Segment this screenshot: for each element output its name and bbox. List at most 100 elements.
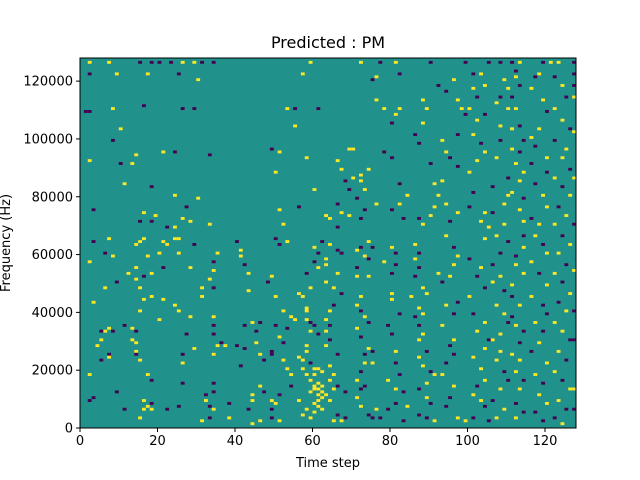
heatmap-cell — [545, 170, 549, 174]
heatmap-cell — [138, 219, 143, 223]
heatmap-cell — [312, 245, 317, 249]
heatmap-cell — [533, 75, 538, 79]
heatmap-cell — [552, 271, 557, 275]
heatmap-cell — [359, 179, 363, 183]
heatmap-cell — [533, 182, 538, 186]
heatmap-cell — [207, 416, 212, 420]
heatmap-cell — [502, 407, 507, 411]
heatmap-cell — [149, 295, 154, 298]
heatmap-cell — [572, 130, 577, 134]
heatmap-cell — [138, 358, 143, 362]
y-tick-label: 120000 — [23, 75, 73, 90]
heatmap-cell — [393, 387, 398, 391]
heatmap-cell — [475, 95, 480, 99]
heatmap-cell — [134, 277, 139, 281]
heatmap-cell — [114, 390, 119, 394]
heatmap-cell — [312, 410, 317, 414]
heatmap-cell — [463, 60, 468, 64]
heatmap-cell — [436, 193, 441, 197]
heatmap-cell — [370, 78, 375, 82]
heatmap-cell — [312, 260, 317, 264]
heatmap-cell — [455, 211, 460, 215]
heatmap-cell — [463, 419, 468, 423]
heatmap-cell — [455, 416, 460, 420]
heatmap-cell — [572, 222, 577, 226]
heatmap-cell — [560, 84, 565, 87]
heatmap-cell — [390, 245, 394, 249]
heatmap-cell — [455, 300, 460, 304]
heatmap-cell — [401, 216, 406, 220]
heatmap-cell — [455, 164, 460, 168]
heatmap-cell — [134, 341, 139, 345]
x-tick-label: 60 — [304, 434, 321, 449]
heatmap-cell — [397, 182, 402, 186]
heatmap-cell — [564, 407, 569, 411]
heatmap-cell — [258, 384, 263, 388]
heatmap-cell — [374, 75, 379, 79]
heatmap-cell — [246, 271, 251, 275]
heatmap-cell — [552, 370, 557, 374]
heatmap-cell — [343, 179, 348, 183]
heatmap-cell — [405, 404, 410, 408]
heatmap-cell — [444, 303, 449, 307]
heatmap-cell — [242, 263, 247, 267]
heatmap-cell — [541, 60, 546, 64]
heatmap-cell — [490, 399, 495, 402]
heatmap-cell — [339, 419, 344, 423]
heatmap-cell — [161, 297, 166, 301]
heatmap-cell — [347, 188, 352, 191]
heatmap-cell — [490, 280, 495, 284]
heatmap-cell — [560, 185, 565, 189]
heatmap-cell — [308, 286, 313, 290]
heatmap-cell — [479, 72, 484, 76]
heatmap-cell — [149, 407, 154, 411]
heatmap-cell — [475, 274, 480, 278]
heatmap-cell — [328, 243, 332, 246]
heatmap-cell — [506, 107, 511, 111]
heatmap-cell — [277, 393, 282, 397]
heatmap-cell — [436, 271, 441, 275]
heatmap-cell — [138, 286, 143, 290]
heatmap-cell — [510, 60, 515, 64]
heatmap-cell — [517, 60, 522, 64]
heatmap-cell — [421, 312, 425, 316]
heatmap-cell — [297, 355, 301, 359]
heatmap-cell — [87, 373, 92, 376]
heatmap-cell — [285, 367, 290, 371]
heatmap-cell — [196, 78, 201, 82]
heatmap-cell — [393, 112, 398, 116]
heatmap-cell — [494, 416, 499, 420]
heatmap-cell — [401, 390, 406, 394]
heatmap-cell — [366, 167, 371, 171]
heatmap-cell — [393, 60, 398, 64]
heatmap-cell — [421, 286, 425, 290]
heatmap-cell — [510, 147, 515, 151]
heatmap-cell — [153, 214, 158, 217]
heatmap-cell — [390, 121, 394, 125]
heatmap-cell — [502, 78, 507, 82]
heatmap-cell — [258, 419, 263, 423]
heatmap-cell — [262, 390, 267, 394]
heatmap-cell — [510, 190, 515, 194]
heatmap-cell — [219, 341, 224, 345]
heatmap-cell — [107, 355, 112, 359]
heatmap-cell — [517, 341, 522, 345]
heatmap-cell — [316, 251, 321, 255]
heatmap-cell — [502, 289, 507, 293]
heatmap-cell — [176, 237, 181, 241]
heatmap-cell — [359, 370, 363, 374]
x-tick-label: 100 — [455, 434, 480, 449]
heatmap-cell — [157, 251, 162, 255]
heatmap-cell — [417, 323, 422, 327]
heatmap-cell — [521, 219, 526, 223]
heatmap-cell — [300, 413, 305, 417]
heatmap-cell — [142, 407, 146, 411]
heatmap-cell — [192, 347, 197, 350]
heatmap-cell — [370, 416, 375, 420]
heatmap-cell — [99, 338, 104, 342]
heatmap-cell — [541, 381, 546, 385]
heatmap-cell — [572, 95, 577, 99]
heatmap-cell — [510, 295, 515, 298]
heatmap-cell — [134, 352, 139, 356]
heatmap-cell — [211, 315, 216, 319]
